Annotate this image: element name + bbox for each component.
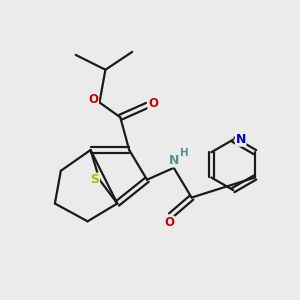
Text: O: O: [88, 93, 98, 106]
Text: N: N: [236, 133, 246, 146]
Text: H: H: [180, 148, 189, 158]
Text: O: O: [148, 98, 158, 110]
Text: S: S: [91, 173, 100, 186]
Text: O: O: [164, 216, 174, 229]
Text: N: N: [169, 154, 179, 167]
